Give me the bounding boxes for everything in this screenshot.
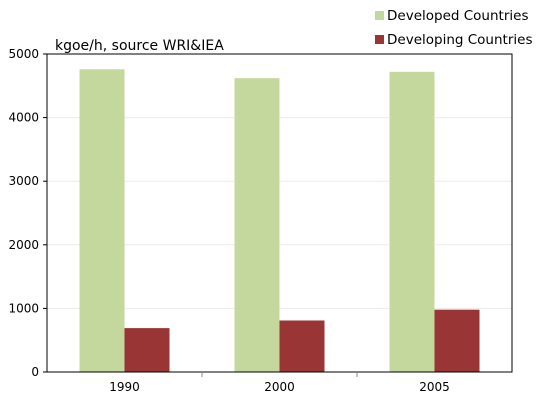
y-tick-label: 2000 bbox=[8, 238, 39, 252]
y-tick-label: 1000 bbox=[8, 301, 39, 315]
y-axis: 0 1000 2000 3000 4000 5000 bbox=[8, 47, 47, 379]
legend-swatch bbox=[375, 11, 384, 20]
y-tick-label: 0 bbox=[31, 365, 39, 379]
legend[interactable]: Developed Countries Developing Countries bbox=[375, 8, 532, 48]
legend-item-developing[interactable]: Developing Countries bbox=[375, 32, 532, 48]
bar-developing-2000 bbox=[279, 320, 325, 372]
unit-label: kgoe/h, source WRI&IEA bbox=[55, 38, 224, 54]
bar-developed-2000 bbox=[234, 78, 280, 372]
bar-developed-1990 bbox=[79, 69, 125, 372]
bar-developing-1990 bbox=[124, 328, 170, 372]
y-tick-label: 4000 bbox=[8, 111, 39, 125]
bar-developing-2005 bbox=[434, 309, 480, 372]
x-axis: 1990 2000 2005 bbox=[109, 372, 450, 394]
y-tick-label: 3000 bbox=[8, 174, 39, 188]
legend-label: Developing Countries bbox=[387, 32, 532, 48]
bar-developed-2005 bbox=[389, 71, 435, 373]
legend-label: Developed Countries bbox=[387, 8, 528, 24]
y-tick-label: 5000 bbox=[8, 47, 39, 61]
plot-frame bbox=[46, 53, 513, 373]
x-tick-label: 1990 bbox=[109, 380, 140, 394]
x-tick-label: 2000 bbox=[264, 380, 295, 394]
x-tick-label: 2005 bbox=[419, 380, 450, 394]
legend-swatch bbox=[375, 35, 384, 44]
bars bbox=[79, 69, 480, 373]
legend-item-developed[interactable]: Developed Countries bbox=[375, 8, 528, 24]
